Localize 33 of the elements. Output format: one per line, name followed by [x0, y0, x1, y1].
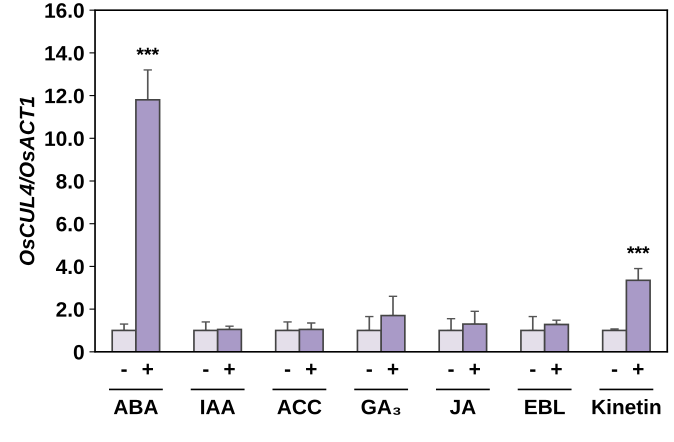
series-label: + [142, 364, 153, 374]
text: - [203, 369, 208, 372]
text: - [284, 369, 290, 372]
x-tick-label: EBL [525, 400, 565, 414]
y-tick-label: 16.0 [45, 3, 84, 18]
x-tick-label: IAA [201, 400, 236, 414]
y-tick-label: 2.0 [56, 302, 84, 317]
y-tick-label: 10.0 [45, 131, 84, 146]
text: - [612, 369, 618, 372]
x-tick-label: GA₃ [362, 400, 400, 415]
x-tick-label: ACC [277, 400, 322, 414]
y-axis-title: OsCUL4/OsACT1 [19, 97, 35, 266]
text: - [366, 369, 372, 372]
y-tick-label: 4.0 [56, 259, 84, 274]
text: - [530, 369, 536, 372]
y-tick-label: 6.0 [56, 216, 84, 232]
annotation: *** [136, 48, 160, 55]
x-tick-label: JA [450, 400, 476, 414]
annotation: *** [626, 246, 650, 254]
text: + [470, 364, 480, 374]
y-tick-label: 12.0 [45, 88, 84, 104]
x-tick-label: ABA [114, 400, 158, 414]
text: - [448, 369, 454, 372]
text: + [633, 364, 644, 374]
y-tick-label: 8.0 [56, 174, 84, 189]
x-tick-label: Kinetin [592, 399, 660, 414]
text: + [306, 364, 316, 374]
text: + [224, 364, 235, 374]
series-label: - [121, 369, 127, 372]
y-tick-label: 14.0 [45, 46, 84, 61]
text: + [388, 364, 398, 374]
text: + [551, 364, 562, 374]
y-tick-label: 0 [74, 344, 84, 360]
